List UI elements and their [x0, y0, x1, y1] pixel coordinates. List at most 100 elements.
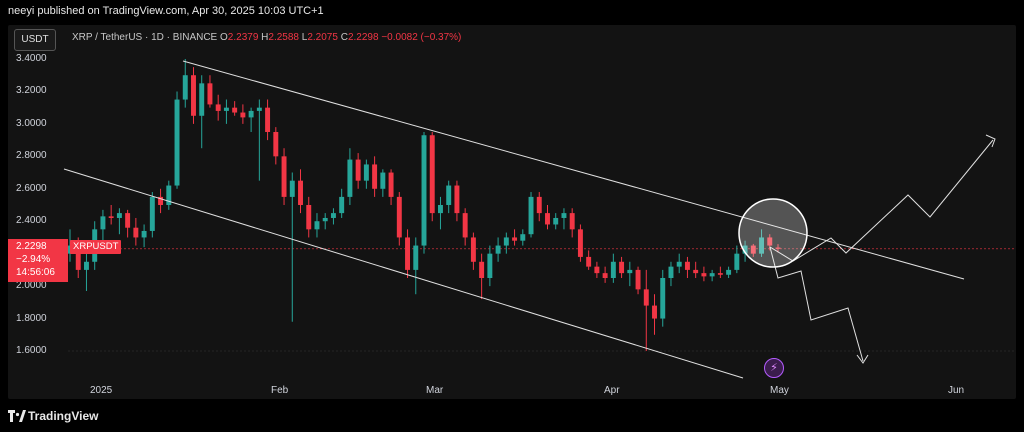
candle: [643, 269, 649, 351]
candle-body: [734, 253, 740, 270]
chart-panel[interactable]: USDT XRP / TetherUS · 1D · BINANCE O2.23…: [8, 25, 1016, 399]
candle: [141, 224, 147, 248]
candle: [479, 253, 485, 300]
candle-body: [512, 237, 518, 241]
candle: [421, 132, 427, 254]
x-tick-label: Jun: [948, 385, 965, 396]
candle: [306, 196, 312, 238]
candle-body: [750, 245, 756, 254]
bar-countdown: 14:56:06: [16, 267, 55, 278]
candle: [561, 208, 567, 230]
candle: [553, 213, 559, 230]
candle-body: [652, 305, 657, 319]
candle-body: [643, 289, 649, 306]
candle: [652, 294, 657, 335]
candle: [709, 269, 715, 282]
candle: [289, 172, 295, 322]
candle-body: [314, 221, 320, 230]
candle-body: [693, 269, 699, 274]
candle: [462, 208, 468, 246]
candle-body: [545, 213, 550, 225]
candle: [610, 253, 616, 283]
candle-body: [248, 110, 254, 118]
bearish-projection-path: [769, 246, 864, 362]
drawings: [63, 60, 996, 379]
candle-body: [627, 269, 633, 274]
candlestick-chart[interactable]: [8, 25, 1016, 399]
candle: [330, 208, 336, 225]
candle-body: [182, 75, 188, 100]
candle-body: [536, 196, 542, 214]
candle: [314, 213, 320, 238]
x-tick-label: Apr: [604, 385, 620, 396]
candle-body: [174, 99, 180, 186]
change-value: −0.0082 (−0.37%): [381, 32, 462, 43]
y-tick-label: 2.4000: [16, 215, 47, 227]
lightning-icon[interactable]: ⚡: [764, 358, 784, 378]
candle: [487, 245, 493, 287]
high-value: 2.2588: [268, 32, 299, 43]
y-tick-label: 3.2000: [16, 85, 47, 97]
candle: [100, 209, 106, 241]
candle-body: [569, 213, 575, 230]
candle-body: [619, 261, 625, 274]
candle: [281, 148, 287, 205]
candle: [363, 159, 369, 189]
candle: [232, 101, 238, 116]
current-price: 2.2298: [16, 241, 47, 252]
x-tick-label: Mar: [426, 385, 444, 396]
candle-body: [125, 213, 131, 228]
candle: [660, 269, 666, 327]
low-value: 2.2075: [307, 32, 338, 43]
candle-body: [347, 159, 353, 197]
tradingview-logo-icon: [8, 410, 26, 422]
candle-body: [306, 205, 312, 230]
channel-lower-line: [63, 168, 744, 379]
candle: [166, 180, 172, 210]
candle: [429, 132, 435, 222]
currency-button[interactable]: USDT: [14, 29, 56, 51]
candle-body: [207, 83, 213, 105]
candle-body: [701, 273, 707, 277]
candle: [750, 243, 756, 257]
candle: [240, 104, 246, 124]
change-percent: −2.94%: [16, 254, 51, 265]
ohlc-legend: XRP / TetherUS · 1D · BINANCE O2.2379 H2…: [72, 32, 461, 43]
candle: [405, 229, 411, 278]
candle: [265, 99, 271, 141]
candle-body: [116, 213, 122, 218]
candle-body: [166, 185, 172, 205]
candle: [158, 188, 164, 214]
candle: [627, 261, 633, 287]
candle-body: [767, 237, 773, 246]
candle-body: [388, 172, 394, 197]
candle: [355, 153, 361, 189]
candle-body: [495, 245, 501, 254]
candle: [701, 266, 707, 282]
candle: [256, 99, 262, 181]
candle: [734, 245, 740, 274]
candle: [726, 266, 732, 278]
y-tick-label: 2.0000: [16, 280, 47, 292]
candle: [298, 169, 303, 214]
candle: [520, 229, 526, 246]
candle: [528, 192, 534, 238]
x-tick-label: Feb: [271, 385, 289, 396]
candle: [503, 232, 509, 254]
candle-body: [446, 185, 452, 205]
candle: [512, 229, 518, 246]
y-tick-label: 1.6000: [16, 345, 47, 356]
bullish-arrowhead: [985, 134, 996, 148]
candle-body: [380, 172, 386, 189]
candle: [133, 217, 139, 246]
candle: [199, 75, 205, 149]
candle: [347, 148, 353, 205]
candle-body: [149, 196, 155, 231]
open-value: 2.2379: [227, 32, 259, 43]
candle: [322, 213, 328, 230]
candle: [717, 266, 723, 278]
candle-body: [413, 245, 419, 270]
candle-body: [561, 213, 567, 218]
candle: [116, 208, 122, 235]
candle: [380, 169, 386, 197]
